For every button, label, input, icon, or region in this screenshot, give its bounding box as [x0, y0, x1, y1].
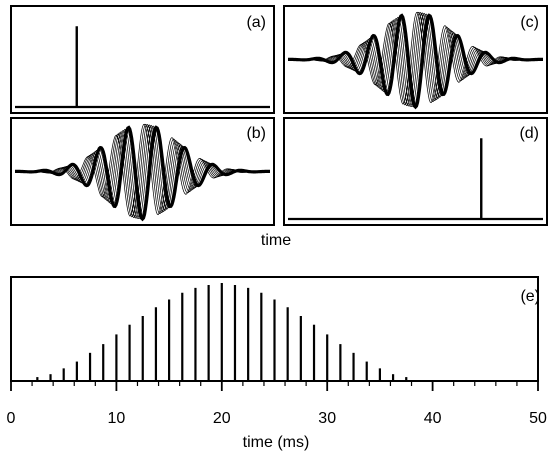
panel-e-tick-label: 20: [213, 410, 231, 427]
panel-c: (c): [283, 5, 548, 114]
panel-b-trace-6: [15, 123, 270, 218]
panel-e-bars: [36, 283, 408, 380]
panel-c-trace-5: [287, 11, 543, 107]
panel-c-frame: [283, 5, 548, 114]
panel-e-label: (e): [520, 288, 540, 305]
panel-b: (b): [10, 117, 275, 226]
top-time-label: time: [261, 232, 291, 249]
panel-c-content: [287, 11, 544, 110]
panel-e-tick-label: 30: [318, 410, 336, 427]
panel-b-trace-1: [15, 126, 270, 220]
panel-a: (a): [10, 5, 275, 114]
panel-e-frame: [10, 276, 539, 382]
panel-c-trace-3: [288, 12, 544, 107]
panel-b-trace-2: [15, 125, 270, 220]
panel-d-label: (d): [519, 125, 539, 142]
panel-e-axis: 0 10 20 30 40 50: [7, 381, 547, 427]
panel-c-label: (c): [520, 14, 539, 31]
panel-b-content: [14, 123, 271, 222]
panel-d: (d): [283, 117, 548, 226]
panel-c-trace-6: [288, 11, 543, 106]
panel-c-trace-7: [288, 11, 543, 105]
panel-e-tick-label: 0: [7, 410, 16, 427]
panel-e-tick-label: 40: [424, 410, 442, 427]
panel-b-trace-7: [15, 123, 270, 217]
panel-a-label: (a): [246, 14, 266, 31]
panel-c-trace-2: [288, 13, 543, 108]
panel-d-frame: [283, 117, 548, 226]
panel-e-tick-label: 10: [108, 410, 126, 427]
panel-d-content: [288, 138, 543, 221]
panel-e-xlabel: time (ms): [243, 434, 310, 451]
panel-c-trace-4: [288, 12, 543, 107]
panel-c-trace-1: [288, 14, 543, 108]
panel-b-trace-4: [15, 124, 270, 219]
panel-a-frame: [10, 5, 275, 114]
panel-b-label: (b): [246, 125, 266, 142]
panel-a-content: [15, 26, 270, 109]
panel-b-trace-3: [15, 124, 271, 219]
panel-b-trace-5: [14, 123, 270, 219]
panel-e: 0 10 20 30 40 50 (e) time (ms): [7, 276, 547, 451]
panel-e-tick-label: 50: [529, 410, 547, 427]
panel-b-frame: [10, 117, 275, 226]
